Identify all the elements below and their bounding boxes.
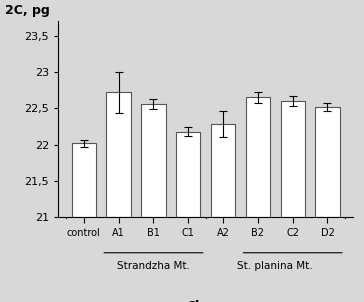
Text: St. planina Mt.: St. planina Mt. (237, 261, 313, 271)
Bar (106, 92, 131, 217)
Text: 2C, pg: 2C, pg (5, 4, 50, 17)
Bar (281, 101, 305, 217)
Bar (176, 132, 201, 217)
Bar (315, 107, 340, 217)
Text: Strandzha Mt.: Strandzha Mt. (117, 261, 190, 271)
Text: Clone: Clone (186, 300, 225, 302)
Bar (72, 143, 96, 217)
Bar (246, 98, 270, 217)
Bar (141, 104, 166, 217)
Bar (211, 124, 235, 217)
